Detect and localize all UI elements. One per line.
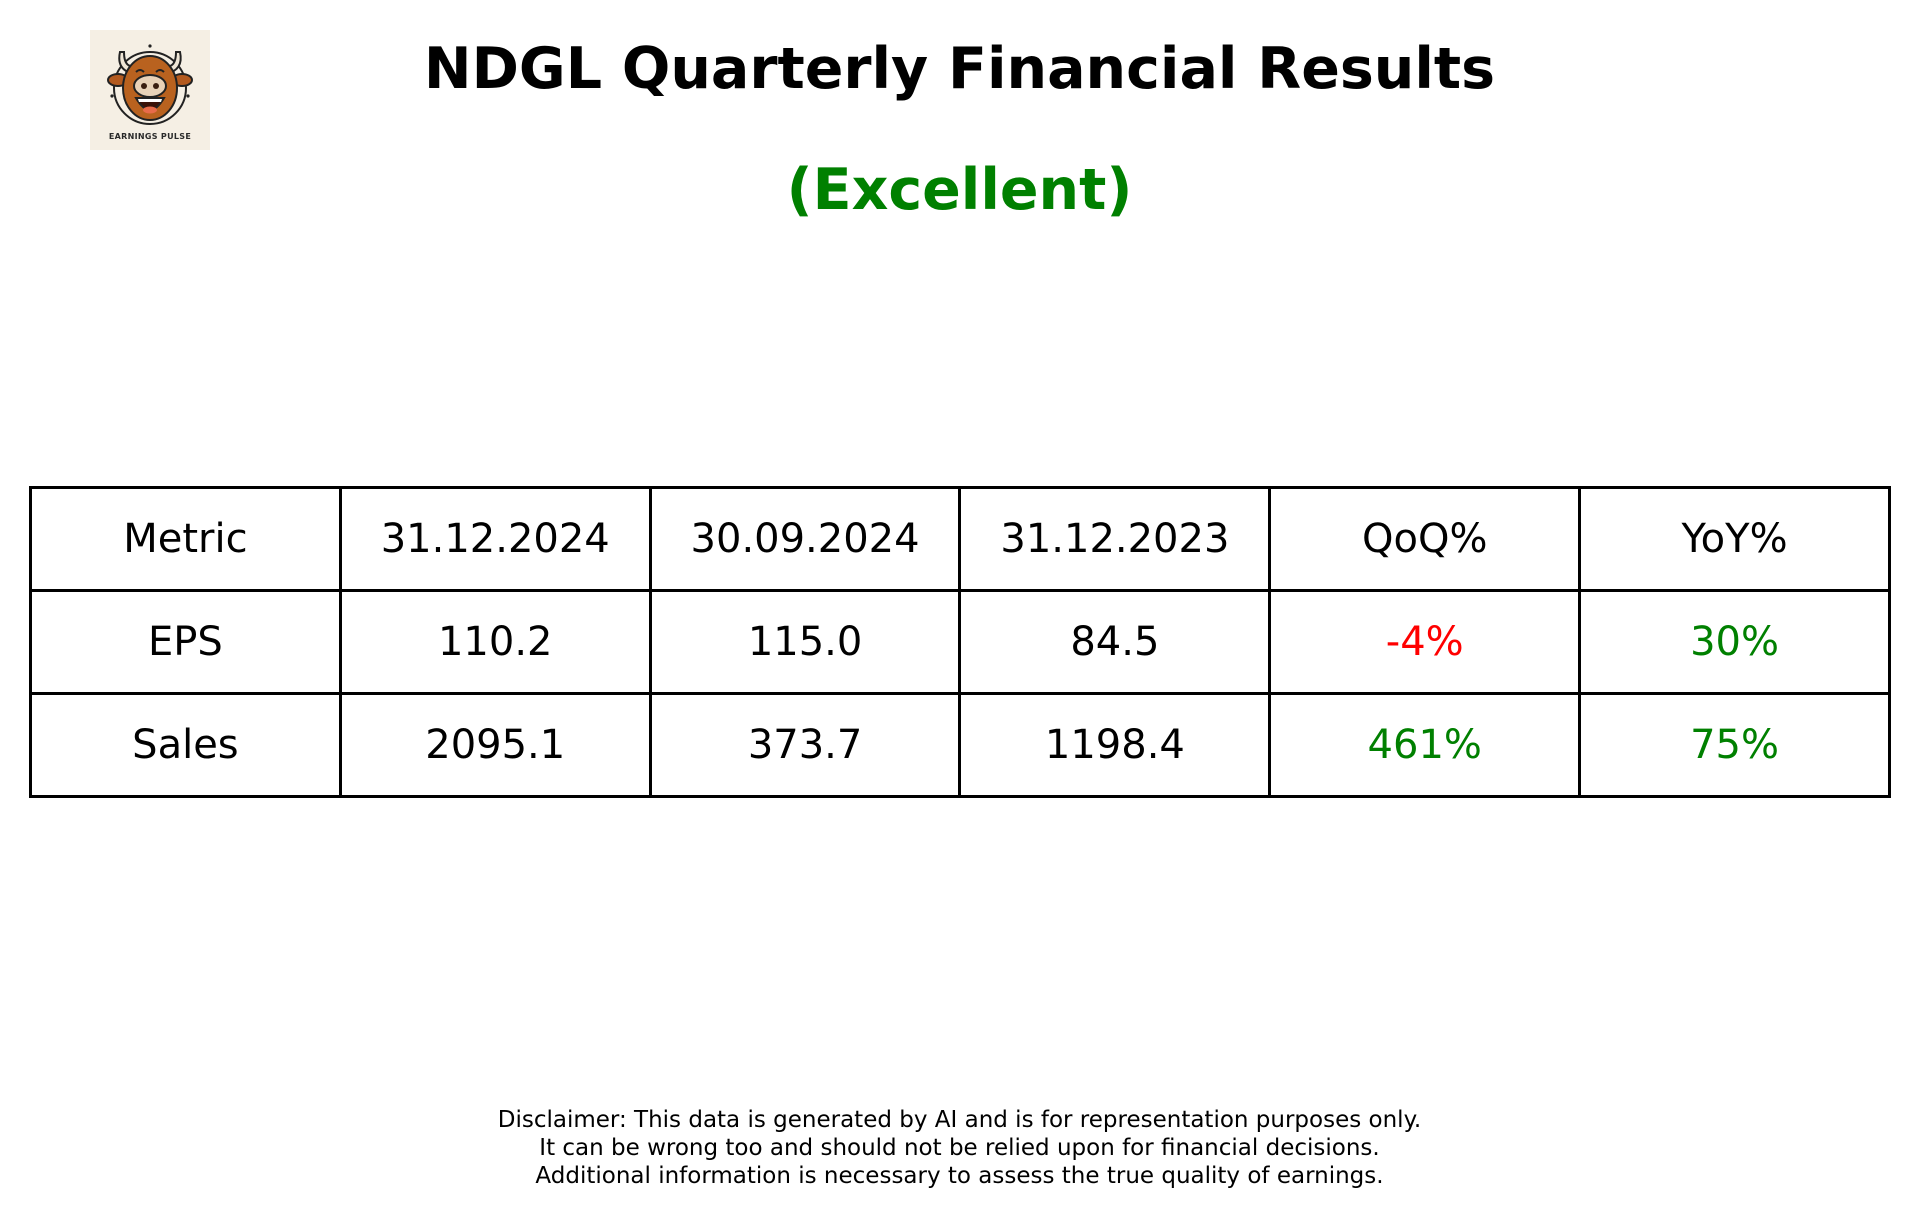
header-q3: 31.12.2023 (958, 486, 1272, 592)
cell-yoy: 75% (1578, 692, 1891, 798)
cell-q3: 84.5 (958, 589, 1272, 695)
logo-text: EARNINGS PULSE (108, 132, 192, 141)
cell-qoq: 461% (1268, 692, 1582, 798)
cell-q2: 115.0 (648, 589, 962, 695)
table-header-row: Metric 31.12.2024 30.09.2024 31.12.2023 … (29, 486, 1891, 592)
cell-q1: 110.2 (338, 589, 652, 695)
bull-mascot-icon (107, 44, 193, 125)
disclaimer-line: It can be wrong too and should not be re… (539, 1135, 1380, 1161)
header-metric: Metric (29, 486, 342, 592)
header-yoy: YoY% (1578, 486, 1891, 592)
results-table: Metric 31.12.2024 30.09.2024 31.12.2023 … (29, 486, 1891, 798)
header-q1: 31.12.2024 (338, 486, 652, 592)
cell-q3: 1198.4 (958, 692, 1272, 798)
cell-q1: 2095.1 (338, 692, 652, 798)
page-title: NDGL Quarterly Financial Results (423, 36, 1496, 102)
disclaimer-line: Disclaimer: This data is generated by AI… (497, 1107, 1422, 1133)
rating-label: (Excellent) (786, 157, 1133, 223)
cell-yoy: 30% (1578, 589, 1891, 695)
disclaimer: Disclaimer: This data is generated by AI… (0, 1106, 1919, 1190)
header-qoq: QoQ% (1268, 486, 1582, 592)
table-row-eps: EPS 110.2 115.0 84.5 -4% 30% (29, 589, 1891, 695)
cell-metric: EPS (29, 589, 342, 695)
cell-metric: Sales (29, 692, 342, 798)
cell-qoq: -4% (1268, 589, 1582, 695)
disclaimer-line: Additional information is necessary to a… (535, 1163, 1384, 1189)
earnings-pulse-logo: EARNINGS PULSE (90, 30, 210, 150)
table-row-sales: Sales 2095.1 373.7 1198.4 461% 75% (29, 692, 1891, 798)
cell-q2: 373.7 (648, 692, 962, 798)
header-q2: 30.09.2024 (648, 486, 962, 592)
